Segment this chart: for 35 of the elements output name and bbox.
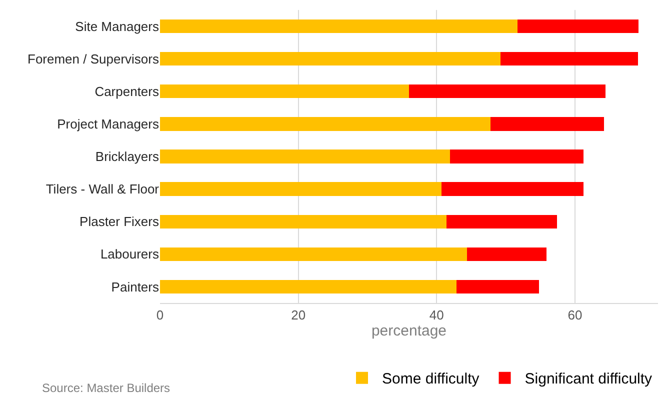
bar — [160, 150, 450, 164]
x-tick-label: 0 — [156, 308, 164, 323]
y-tick-label: Labourers — [100, 246, 160, 262]
y-tick-label: Foremen / Supervisors — [28, 51, 160, 66]
bar — [160, 214, 446, 228]
bar — [446, 214, 558, 228]
bar — [160, 19, 518, 34]
bar — [160, 117, 491, 131]
bar — [467, 247, 547, 261]
bar — [450, 150, 584, 164]
y-tick-label: Site Managers — [75, 18, 160, 34]
x-axis-title: percentage — [371, 322, 447, 340]
x-tick-label: 60 — [568, 308, 582, 323]
bar — [160, 84, 409, 98]
y-tick-label: Bricklayers — [95, 149, 160, 164]
bar — [160, 182, 442, 196]
bar — [442, 182, 584, 196]
bar — [490, 117, 604, 131]
bar — [456, 280, 540, 294]
bar — [518, 19, 639, 34]
bar — [500, 52, 638, 66]
bar — [160, 52, 500, 66]
bar — [409, 84, 606, 98]
source-note: Source: Master Builders — [42, 381, 170, 395]
legend-label: Some difficulty — [382, 370, 480, 388]
x-tick-label: 20 — [291, 308, 306, 323]
y-tick-label: Plaster Fixers — [80, 214, 160, 230]
bar — [160, 247, 468, 261]
legend-label: Significant difficulty — [524, 370, 653, 388]
x-tick-label: 40 — [429, 308, 444, 323]
y-tick-label: Carpenters — [94, 84, 160, 99]
bar — [160, 280, 457, 294]
y-tick-label: Tilers - Wall & Floor — [46, 182, 160, 197]
y-tick-label: Painters — [111, 279, 160, 294]
y-tick-label: Project Managers — [57, 116, 160, 132]
